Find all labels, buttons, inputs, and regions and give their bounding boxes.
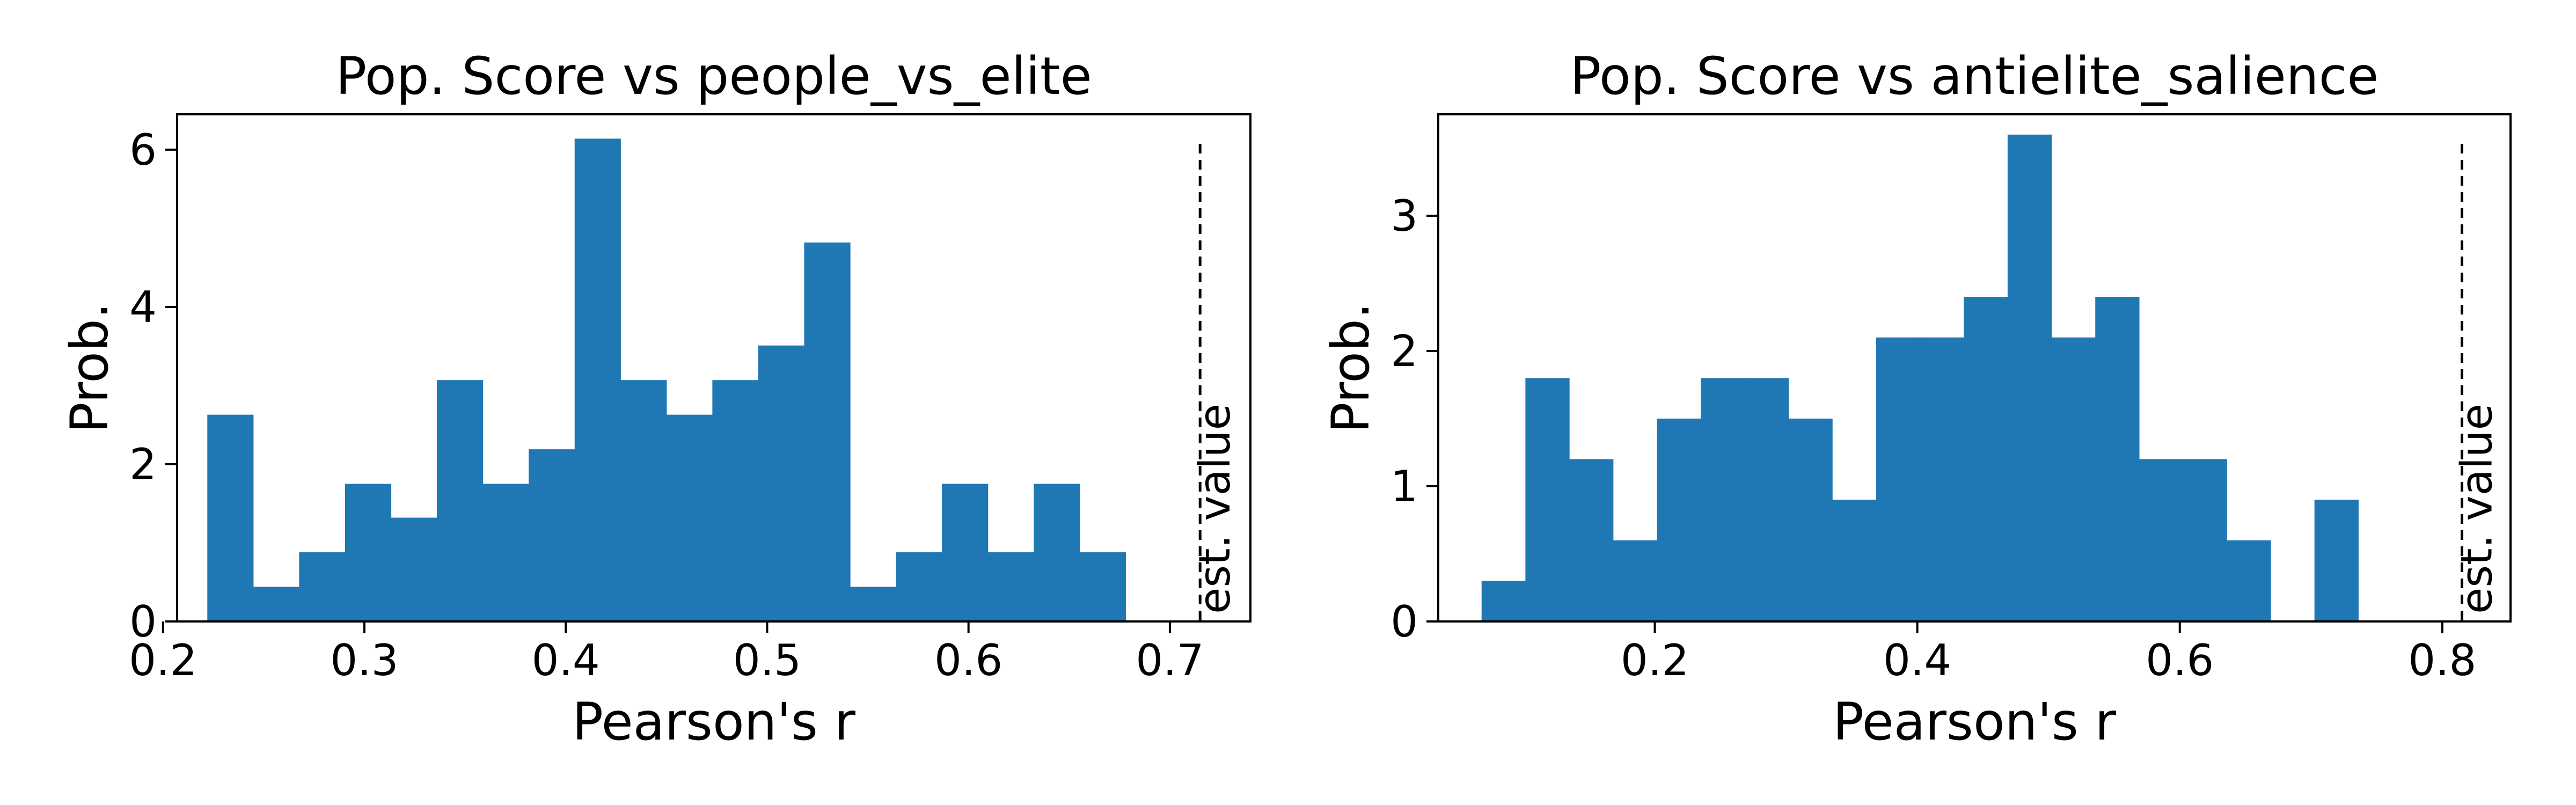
histogram-bar <box>2139 459 2184 621</box>
histogram-bar <box>345 484 392 621</box>
y-tick-label: 2 <box>129 440 157 489</box>
histogram-bar <box>253 587 299 621</box>
histogram-bar <box>1079 552 1126 621</box>
x-tick-label: 0.2 <box>1621 635 1689 685</box>
histogram-bar <box>804 242 851 621</box>
histogram-bar <box>2227 540 2271 621</box>
histogram-bar <box>896 552 942 621</box>
x-tick-label: 0.7 <box>1136 635 1204 685</box>
y-tick-label: 3 <box>1391 191 1418 241</box>
y-tick-label: 4 <box>129 282 157 332</box>
histogram-bar <box>1701 378 1745 621</box>
histogram-bar <box>1744 378 1789 621</box>
x-tick-label: 0.2 <box>129 635 197 685</box>
histogram-bar <box>529 449 575 621</box>
histogram-bar <box>437 380 484 621</box>
y-tick-label: 2 <box>1391 326 1418 376</box>
est-value-label: est. value <box>1190 404 1240 614</box>
x-tick-label: 0.6 <box>934 635 1002 685</box>
histogram-bar <box>942 484 989 621</box>
y-tick-label: 0 <box>1391 597 1418 647</box>
histogram-bar <box>1964 297 2008 621</box>
histogram-bar <box>758 345 805 621</box>
x-axis-ticks: 0.2 0.4 0.6 0.8 <box>1621 621 2476 685</box>
histogram-bar <box>391 517 437 621</box>
histogram-bar <box>1613 540 1658 621</box>
plot-frame <box>176 113 1252 623</box>
histogram-bar <box>1788 419 1833 621</box>
x-tick-label: 0.5 <box>733 635 801 685</box>
chart-title: Pop. Score vs antielite_salience <box>1570 46 2379 106</box>
histogram-bar <box>1481 581 1526 621</box>
histogram-bar <box>574 138 621 622</box>
histogram-bar <box>712 380 759 621</box>
reference-line-group: est. value <box>1190 144 1240 621</box>
histogram-bar <box>1920 337 1964 621</box>
histogram-bar <box>1525 378 1570 621</box>
x-tick-label: 0.4 <box>532 635 600 685</box>
bars <box>1481 134 2359 622</box>
histogram-bar <box>850 587 897 621</box>
histogram-bar <box>1876 337 1921 621</box>
histogram-antielite-salience: Pop. Score vs antielite_salience est. va… <box>1321 46 2512 752</box>
reference-line-group: est. value <box>2452 144 2502 621</box>
y-axis-label: Prob. <box>60 303 120 434</box>
histogram-bar <box>2183 459 2227 621</box>
y-axis-ticks: 0 1 2 3 <box>1391 191 1438 647</box>
x-tick-label: 0.8 <box>2408 635 2476 685</box>
y-tick-label: 0 <box>129 597 157 647</box>
histogram-bar <box>482 484 529 621</box>
y-tick-label: 1 <box>1391 462 1418 511</box>
histogram-bar <box>666 414 713 621</box>
y-axis-ticks: 0 2 4 6 <box>129 125 177 647</box>
plot-frame <box>1437 113 2512 623</box>
histogram-bar <box>987 552 1034 621</box>
bars <box>207 138 1126 622</box>
histogram-people-vs-elite: Pop. Score vs people_vs_elite est. value… <box>60 46 1252 752</box>
histogram-bar <box>2051 337 2096 621</box>
chart-title: Pop. Score vs people_vs_elite <box>335 46 1092 106</box>
histogram-bar <box>299 552 346 621</box>
x-axis-label: Pearson's r <box>1833 692 2116 752</box>
histogram-bar <box>2007 134 2052 622</box>
x-tick-label: 0.4 <box>1883 635 1951 685</box>
x-tick-label: 0.6 <box>2146 635 2214 685</box>
y-axis-label: Prob. <box>1321 303 1381 434</box>
est-value-label: est. value <box>2452 404 2502 614</box>
histogram-bar <box>1657 419 1701 621</box>
x-tick-label: 0.3 <box>330 635 398 685</box>
y-tick-label: 6 <box>129 125 157 175</box>
histogram-bar <box>1034 484 1080 621</box>
histogram-bar <box>2095 297 2140 621</box>
histogram-bar <box>2314 500 2359 621</box>
x-axis-ticks: 0.2 0.3 0.4 0.5 0.6 0.7 <box>129 621 1204 685</box>
histogram-bar <box>620 380 667 621</box>
x-axis-label: Pearson's r <box>572 692 855 752</box>
histogram-bar <box>1569 459 1614 621</box>
histogram-bar <box>1832 500 1877 621</box>
histogram-bar <box>207 414 254 621</box>
